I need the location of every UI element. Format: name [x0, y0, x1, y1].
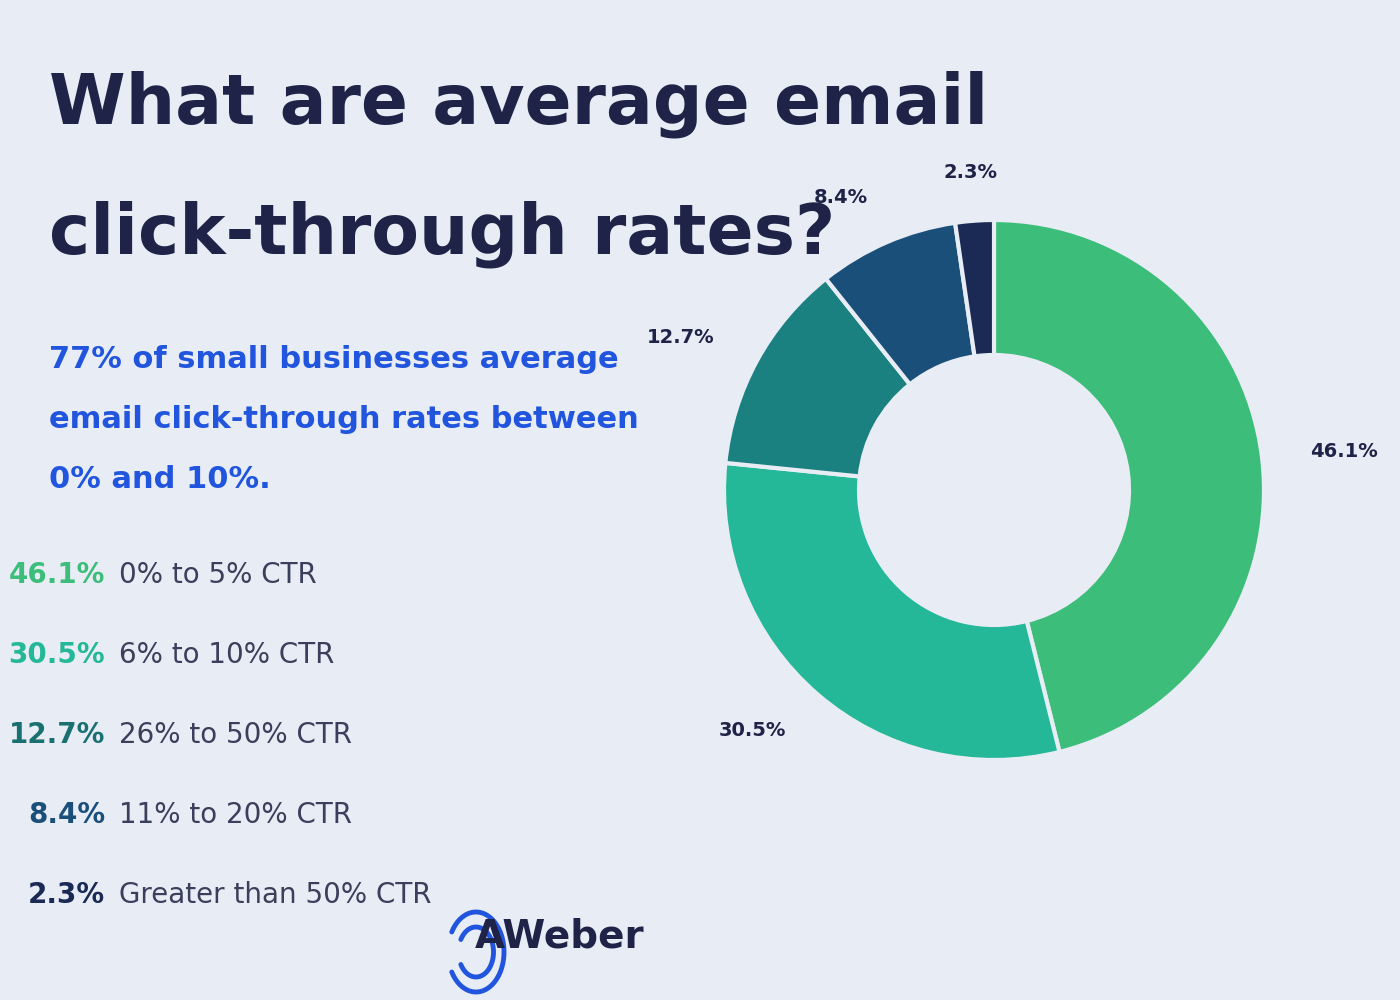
Text: 26% to 50% CTR: 26% to 50% CTR: [119, 721, 351, 749]
Wedge shape: [955, 220, 994, 356]
Text: 0% and 10%.: 0% and 10%.: [49, 465, 270, 494]
Text: 2.3%: 2.3%: [28, 881, 105, 909]
Text: click-through rates?: click-through rates?: [49, 200, 836, 267]
Text: 11% to 20% CTR: 11% to 20% CTR: [119, 801, 351, 829]
Wedge shape: [724, 463, 1060, 760]
Text: email click-through rates between: email click-through rates between: [49, 405, 638, 434]
Text: 8.4%: 8.4%: [813, 188, 868, 207]
Text: 8.4%: 8.4%: [28, 801, 105, 829]
Text: 30.5%: 30.5%: [718, 721, 785, 740]
Wedge shape: [725, 279, 910, 476]
Text: AWeber: AWeber: [475, 917, 644, 955]
Text: 46.1%: 46.1%: [1310, 442, 1378, 461]
Text: 12.7%: 12.7%: [8, 721, 105, 749]
Text: 2.3%: 2.3%: [944, 163, 998, 182]
Text: 46.1%: 46.1%: [8, 561, 105, 589]
Wedge shape: [994, 220, 1264, 752]
Text: Greater than 50% CTR: Greater than 50% CTR: [119, 881, 431, 909]
Text: 30.5%: 30.5%: [8, 641, 105, 669]
Text: 6% to 10% CTR: 6% to 10% CTR: [119, 641, 335, 669]
Text: 77% of small businesses average: 77% of small businesses average: [49, 345, 619, 374]
Text: 0% to 5% CTR: 0% to 5% CTR: [119, 561, 316, 589]
Text: What are average email: What are average email: [49, 70, 988, 137]
Text: 12.7%: 12.7%: [647, 328, 714, 347]
Wedge shape: [826, 223, 974, 384]
